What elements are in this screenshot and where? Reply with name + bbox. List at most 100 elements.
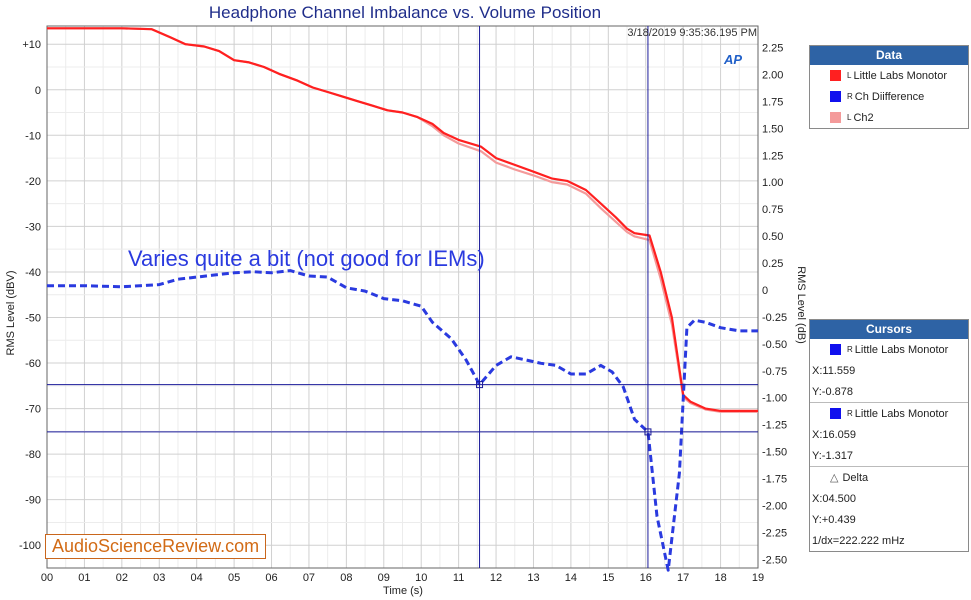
y2-tick-label: -0.25 — [762, 312, 787, 324]
x-tick-label: 10 — [415, 572, 427, 584]
legend-header: Data — [810, 46, 968, 65]
x-tick-label: 07 — [303, 572, 315, 584]
y2-tick-label: -0.75 — [762, 366, 787, 378]
x-tick-label: 08 — [340, 572, 352, 584]
x-tick-label: 04 — [191, 572, 203, 584]
y2-tick-label: 2.00 — [762, 69, 783, 81]
y-tick-label: -10 — [25, 130, 41, 142]
cursor-1-label: Little Labs Monotor — [854, 343, 949, 356]
y2-tick-label: -2.25 — [762, 527, 787, 539]
cursor-swatch — [830, 344, 841, 355]
y-tick-label: -100 — [19, 540, 41, 552]
y-tick-label: -90 — [25, 495, 41, 507]
y2-tick-label: 1.00 — [762, 177, 783, 189]
y2-tick-label: 0.75 — [762, 204, 783, 216]
y2-tick-label: -2.00 — [762, 501, 787, 513]
cursor-channel: R — [847, 409, 853, 418]
cursors-header: Cursors — [810, 320, 968, 339]
y-tick-label: -60 — [25, 358, 41, 370]
x-tick-label: 01 — [78, 572, 90, 584]
legend-label: Ch Diifference — [854, 90, 925, 103]
x-tick-label: 05 — [228, 572, 240, 584]
x-tick-label: 06 — [265, 572, 277, 584]
x-tick-label: 19 — [752, 572, 764, 584]
cursor-swatch — [830, 408, 841, 419]
y2-tick-label: 0 — [762, 285, 768, 297]
x-tick-label: 09 — [378, 572, 390, 584]
cursor-2-name[interactable]: R Little Labs Monotor — [810, 402, 968, 424]
x-tick-label: 18 — [714, 572, 726, 584]
chart-title: Headphone Channel Imbalance vs. Volume P… — [208, 3, 602, 22]
series-line-1 — [47, 27, 758, 412]
legend-item[interactable]: L Ch2 — [810, 107, 968, 128]
x-tick-label: 15 — [602, 572, 614, 584]
cursor-1-x: X:11.559 — [812, 364, 856, 377]
legend-panel: Data L Little Labs Monotor R Ch Diiffere… — [809, 45, 969, 129]
legend-item[interactable]: R Ch Diifference — [810, 86, 968, 107]
y-axis-label: RMS Level (dBV) — [5, 271, 17, 356]
delta-label: Delta — [842, 471, 869, 484]
cursor-1-name[interactable]: R Little Labs Monotor — [810, 339, 968, 360]
axes — [46, 25, 759, 569]
delta-y: Y:+0.439 — [812, 513, 856, 526]
cursor-2-x: X:16.059 — [812, 428, 857, 441]
series-layer — [47, 27, 758, 572]
grid — [46, 26, 759, 568]
x-tick-label: 14 — [565, 572, 577, 584]
y2-tick-label: 1.25 — [762, 150, 783, 162]
watermark: AudioScienceReview.com — [45, 534, 267, 559]
y2-tick-label: 1.75 — [762, 96, 783, 108]
cursor-1-marker[interactable] — [476, 381, 484, 389]
y-tick-label: -20 — [25, 176, 41, 188]
y-tick-label: -40 — [25, 267, 41, 279]
cursor-layer — [47, 26, 758, 568]
y-tick-label: +10 — [22, 39, 41, 51]
y2-tick-label: -1.75 — [762, 474, 787, 486]
cursor-2-label: Little Labs Monotor — [854, 407, 949, 420]
y-tick-label: 0 — [35, 85, 41, 97]
y2-tick-label: -1.50 — [762, 447, 787, 459]
legend-swatch — [830, 70, 841, 81]
y2-tick-label: 0.25 — [762, 258, 783, 270]
y2-tick-label: -2.50 — [762, 554, 787, 566]
cursor-2-marker[interactable] — [644, 428, 652, 436]
timestamp: 3/18/2019 9:35:36.195 PM — [627, 27, 757, 39]
legend-swatch — [830, 112, 841, 123]
delta-icon: △ — [830, 472, 839, 484]
cursor-2-y: Y:-1.317 — [812, 449, 853, 462]
cursors-panel: Cursors R Little Labs Monotor X:11.559 Y… — [809, 319, 969, 552]
annotation: Varies quite a bit (not good for IEMs) — [128, 246, 485, 271]
x-tick-label: 02 — [116, 572, 128, 584]
y2-tick-label: -0.50 — [762, 339, 787, 351]
cursor-channel: R — [847, 345, 853, 354]
series-line-2 — [47, 269, 758, 572]
x-tick-label: 12 — [490, 572, 502, 584]
x-tick-label: 03 — [153, 572, 165, 584]
ap-logo-icon: AP — [724, 52, 743, 67]
x-tick-label: 11 — [453, 572, 464, 584]
y2-tick-label: 1.50 — [762, 123, 783, 135]
x-tick-label: 00 — [41, 572, 53, 584]
x-tick-label: 13 — [527, 572, 539, 584]
y2-tick-label: -1.00 — [762, 393, 787, 405]
y-tick-label: -30 — [25, 221, 41, 233]
y2-axis-label: RMS Level (dB) — [795, 266, 807, 344]
x-axis-label: Time (s) — [383, 585, 423, 597]
y-tick-label: -80 — [25, 449, 41, 461]
y2-tick-label: 0.50 — [762, 231, 783, 243]
x-tick-label: 16 — [640, 572, 652, 584]
legend-channel: L — [847, 113, 852, 122]
legend-swatch — [830, 91, 841, 102]
plot-border — [46, 25, 759, 569]
y2-tick-label: -1.25 — [762, 420, 787, 432]
legend-label: Ch2 — [853, 111, 874, 124]
tick-labels: 00 01 02 03 04 05 06 07 08 09 10 11 12 13 14 15 16 17 18 19… — [19, 39, 787, 584]
delta-row: △ Delta — [810, 466, 968, 488]
legend-item[interactable]: L Little Labs Monotor — [810, 65, 968, 86]
cursor-1-y: Y:-0.878 — [812, 385, 853, 398]
y-tick-label: -70 — [25, 404, 41, 416]
y-tick-label: -50 — [25, 312, 41, 324]
delta-frequency: 1/dx=222.222 mHz — [812, 534, 905, 547]
x-tick-label: 17 — [677, 572, 689, 584]
